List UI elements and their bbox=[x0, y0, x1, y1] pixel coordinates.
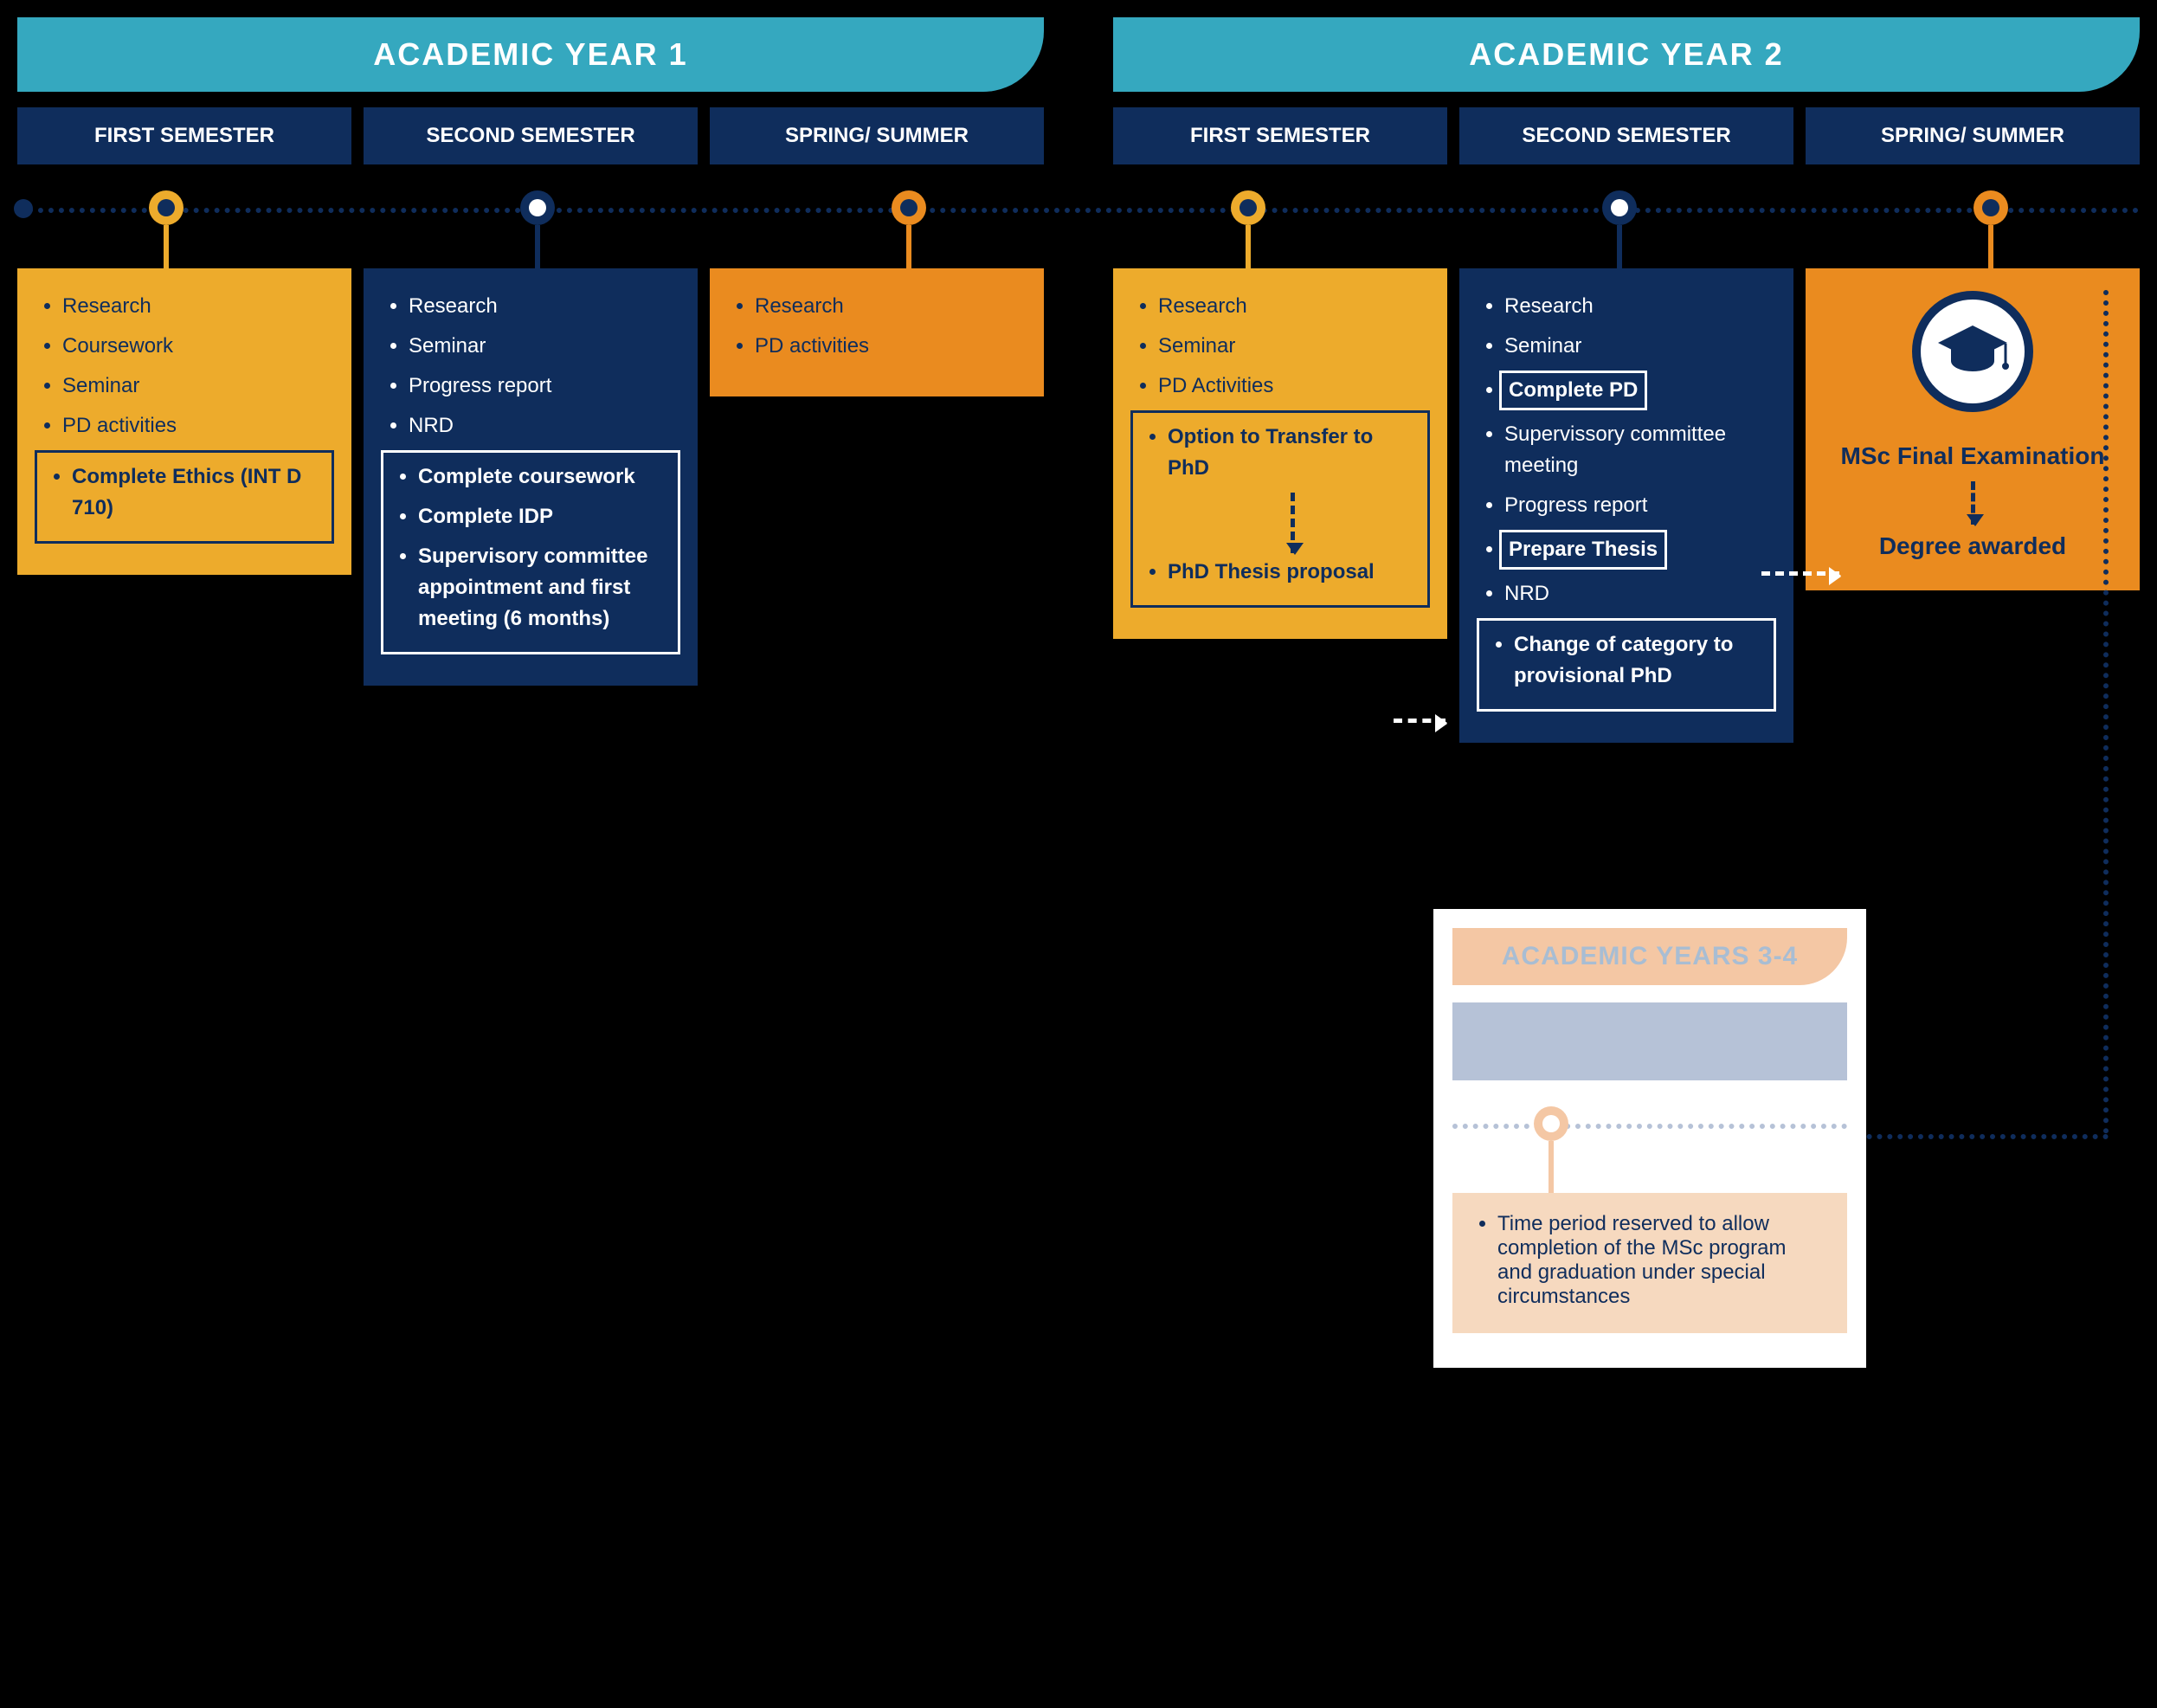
list-item: Option to Transfer to PhD bbox=[1168, 422, 1417, 484]
content-box: MSc Final Examination Degree awarded bbox=[1806, 268, 2140, 590]
list-item: NRD bbox=[1504, 578, 1773, 609]
diagram-root: ACADEMIC YEAR 1 FIRST SEMESTER SECOND SE… bbox=[17, 17, 2140, 743]
timeline-node bbox=[520, 190, 555, 225]
year-1-title: ACADEMIC YEAR 1 bbox=[17, 17, 1044, 92]
outlined-block: Complete Ethics (INT D 710) bbox=[35, 450, 334, 544]
outlined-block: Option to Transfer to PhD PhD Thesis prop… bbox=[1130, 410, 1430, 608]
years-3-4-bar bbox=[1452, 1002, 1847, 1080]
content-box: Research Seminar Complete PD Supervissory c… bbox=[1459, 268, 1793, 743]
outlined-block: Complete coursework Complete IDP Superviso… bbox=[381, 450, 680, 654]
list-item: Complete Ethics (INT D 710) bbox=[72, 461, 321, 524]
years-3-4-block: ACADEMIC YEARS 3-4 Time period reserved … bbox=[1433, 909, 1866, 1368]
item-list: Research Coursework Seminar PD activities bbox=[38, 291, 331, 442]
content-row: Research Coursework Seminar PD activities Co… bbox=[17, 268, 2140, 743]
content-box: Research Seminar PD Activities Option to Tr… bbox=[1113, 268, 1447, 639]
list-item: Progress report bbox=[409, 371, 677, 402]
content-col: Research Coursework Seminar PD activities Co… bbox=[17, 268, 351, 575]
content-col: Research Seminar Complete PD Supervissory c… bbox=[1459, 268, 1793, 743]
list-item: Research bbox=[62, 291, 331, 322]
msc-final-exam-label: MSc Final Examination bbox=[1826, 438, 2119, 474]
graduation-icon bbox=[1912, 291, 2033, 412]
content-box: Research Seminar Progress report NRD Complet… bbox=[364, 268, 698, 686]
list-item: NRD bbox=[409, 410, 677, 442]
outlined-item: Complete PD bbox=[1499, 371, 1647, 410]
y1-sem-2: SECOND SEMESTER bbox=[364, 107, 698, 164]
list-item: Prepare Thesis bbox=[1504, 530, 1773, 570]
content-col: MSc Final Examination Degree awarded bbox=[1806, 268, 2140, 590]
list-item: PD Activities bbox=[1158, 371, 1426, 402]
y1-sem-1: FIRST SEMESTER bbox=[17, 107, 351, 164]
item-list: Research PD activities bbox=[731, 291, 1023, 362]
dotted-path-right-vertical bbox=[2103, 290, 2109, 1134]
list-item: Seminar bbox=[409, 331, 677, 362]
list-item: PD activities bbox=[62, 410, 331, 442]
list-item: Seminar bbox=[1158, 331, 1426, 362]
list-item: Complete IDP bbox=[418, 501, 667, 532]
list-item: Progress report bbox=[1504, 490, 1773, 521]
timeline-node bbox=[1231, 190, 1265, 225]
list-item: Change of category to provisional PhD bbox=[1514, 629, 1763, 692]
boxes-row: Research Seminar PD Activities Option to Tr… bbox=[1113, 268, 2140, 743]
timeline-node bbox=[892, 190, 926, 225]
list-item: Research bbox=[1504, 291, 1773, 322]
boxes-row: Research Coursework Seminar PD activities Co… bbox=[17, 268, 1044, 686]
content-year-2: Research Seminar PD Activities Option to Tr… bbox=[1113, 268, 2140, 743]
years-3-4-timeline bbox=[1452, 1089, 1847, 1193]
timeline bbox=[17, 173, 2140, 268]
y34-note-text: Time period reserved to allow completion… bbox=[1497, 1212, 1825, 1309]
list-item: Seminar bbox=[62, 371, 331, 402]
item-list: Research Seminar Complete PD Supervissory c… bbox=[1480, 291, 1773, 609]
year-headers-row: ACADEMIC YEAR 1 FIRST SEMESTER SECOND SE… bbox=[17, 17, 2140, 164]
list-item: Complete coursework bbox=[418, 461, 667, 493]
timeline-start-cap bbox=[14, 199, 33, 218]
y2-sem-3: SPRING/ SUMMER bbox=[1806, 107, 2140, 164]
y2-sem-2: SECOND SEMESTER bbox=[1459, 107, 1793, 164]
list-item: Coursework bbox=[62, 331, 331, 362]
year-1-block: ACADEMIC YEAR 1 FIRST SEMESTER SECOND SE… bbox=[17, 17, 1044, 164]
list-item: Supervisory committee appointment and fi… bbox=[418, 541, 667, 635]
item-list: Research Seminar Progress report NRD bbox=[384, 291, 677, 442]
timeline-node bbox=[1602, 190, 1637, 225]
list-item: Supervissory committee meeting bbox=[1504, 419, 1773, 481]
years-3-4-title: ACADEMIC YEARS 3-4 bbox=[1452, 928, 1847, 985]
outlined-block: Change of category to provisional PhD bbox=[1477, 618, 1776, 712]
year-2-block: ACADEMIC YEAR 2 FIRST SEMESTER SECOND SE… bbox=[1113, 17, 2140, 164]
year-2-title: ACADEMIC YEAR 2 bbox=[1113, 17, 2140, 92]
content-col: Research Seminar Progress report NRD Complet… bbox=[364, 268, 698, 686]
list-item: PhD Thesis proposal bbox=[1168, 557, 1417, 588]
list-item: PD activities bbox=[755, 331, 1023, 362]
year-2-semesters: FIRST SEMESTER SECOND SEMESTER SPRING/ S… bbox=[1113, 107, 2140, 164]
item-list: Complete Ethics (INT D 710) bbox=[48, 461, 321, 524]
content-box: Research PD activities bbox=[710, 268, 1044, 396]
content-box: Research Coursework Seminar PD activities Co… bbox=[17, 268, 351, 575]
content-col: Research Seminar PD Activities Option to Tr… bbox=[1113, 268, 1447, 639]
arrow-down-icon bbox=[1971, 481, 1975, 525]
list-item: Research bbox=[409, 291, 677, 322]
item-list: Option to Transfer to PhD PhD Thesis prop… bbox=[1143, 422, 1417, 588]
outlined-item: Prepare Thesis bbox=[1499, 530, 1667, 570]
list-item: Complete PD bbox=[1504, 371, 1773, 410]
y2-sem-1: FIRST SEMESTER bbox=[1113, 107, 1447, 164]
arrow-right-icon bbox=[1761, 571, 1839, 576]
y34-node bbox=[1534, 1106, 1568, 1141]
content-col: Research PD activities bbox=[710, 268, 1044, 396]
timeline-dotted-line bbox=[17, 208, 2140, 213]
y1-sem-3: SPRING/ SUMMER bbox=[710, 107, 1044, 164]
year-1-semesters: FIRST SEMESTER SECOND SEMESTER SPRING/ S… bbox=[17, 107, 1044, 164]
arrow-down-icon bbox=[1291, 493, 1295, 553]
list-item: Research bbox=[755, 291, 1023, 322]
list-item: Seminar bbox=[1504, 331, 1773, 362]
timeline-node bbox=[1973, 190, 2008, 225]
list-item: Research bbox=[1158, 291, 1426, 322]
years-3-4-note: Time period reserved to allow completion… bbox=[1452, 1193, 1847, 1333]
y34-dotted-line bbox=[1452, 1124, 1847, 1129]
item-list: Complete coursework Complete IDP Superviso… bbox=[394, 461, 667, 635]
arrow-right-icon bbox=[1394, 719, 1446, 723]
item-list: Research Seminar PD Activities bbox=[1134, 291, 1426, 402]
content-year-1: Research Coursework Seminar PD activities Co… bbox=[17, 268, 1044, 743]
degree-awarded-label: Degree awarded bbox=[1826, 528, 2119, 564]
item-list: Change of category to provisional PhD bbox=[1490, 629, 1763, 692]
timeline-node bbox=[149, 190, 184, 225]
